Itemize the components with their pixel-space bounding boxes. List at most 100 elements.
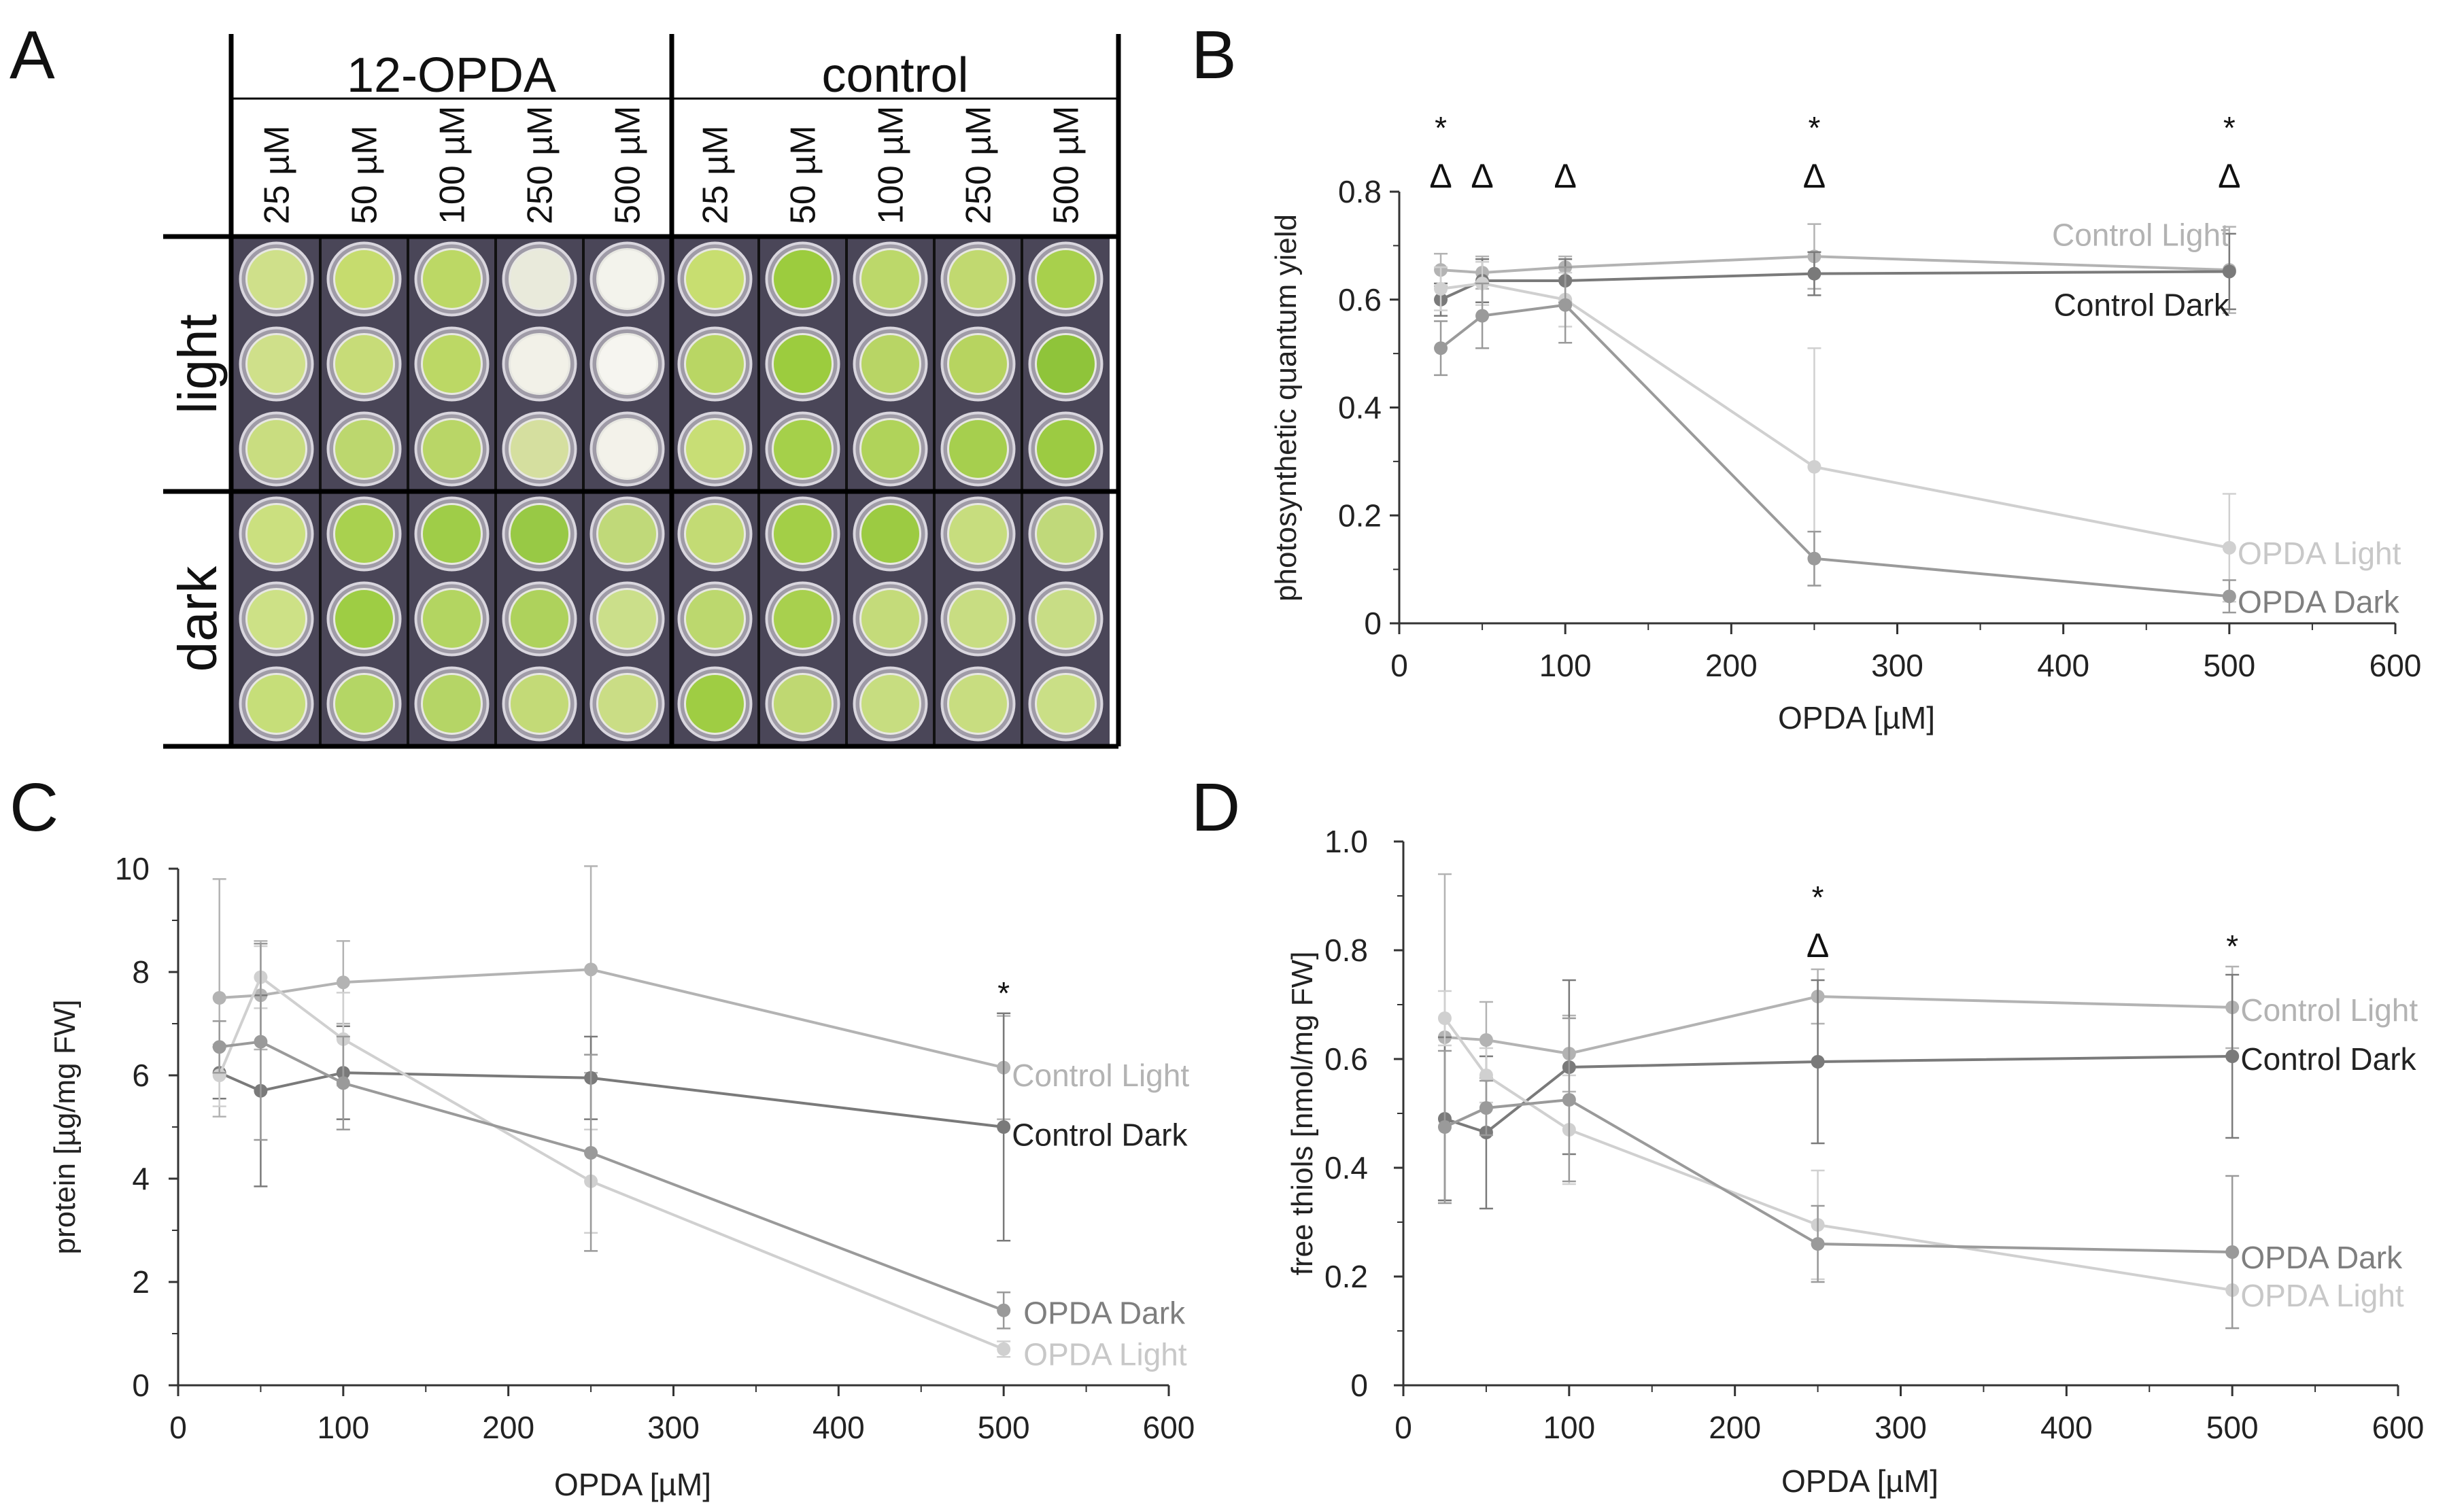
leaf-disc — [947, 503, 1009, 565]
panel-d-chart: 0 100 200 300 400 500 600 0 0.2 0.4 0.6 0.8 1.0 OPDA … — [1286, 824, 2424, 1499]
x-tick-label: 500 — [2206, 1410, 2259, 1445]
data-point — [212, 991, 226, 1005]
leaf-disc — [245, 418, 307, 480]
data-point — [2225, 1050, 2240, 1063]
leaf-disc — [684, 333, 746, 395]
legend-label-control-light: Control Light — [1012, 1058, 1189, 1093]
legend-label-control-light: Control Light — [2240, 992, 2418, 1028]
leaf-disc — [245, 673, 307, 735]
y-tick-label: 0 — [1364, 606, 1382, 641]
data-point — [1807, 551, 1821, 566]
x-axis-label: OPDA [µM] — [1778, 700, 1935, 735]
significance-asterisk: * — [1812, 880, 1824, 915]
data-point — [1434, 341, 1448, 355]
leaf-disc — [684, 248, 746, 310]
legend-label-opda-light: OPDA Light — [1023, 1336, 1187, 1372]
leaf-disc — [509, 503, 570, 565]
series-line — [218, 975, 1004, 1351]
concentration-label: 50 µM — [345, 125, 385, 224]
data-point — [1437, 1011, 1452, 1025]
concentration-label: 250 µM — [959, 106, 999, 224]
leaf-disc — [421, 248, 483, 310]
group-header-control: control — [821, 48, 968, 103]
significance-asterisk: * — [2223, 110, 2236, 145]
y-tick-label: 0.6 — [1324, 1041, 1368, 1077]
y-axis-label: protein [µg/mg FW] — [48, 999, 82, 1254]
leaf-disc — [245, 248, 307, 310]
legend-label-control-dark: Control Dark — [2054, 288, 2230, 323]
significance-asterisk: * — [1808, 110, 1820, 145]
significance-asterisk: * — [997, 975, 1010, 1011]
leaf-disc — [684, 673, 746, 735]
y-tick-label: 10 — [115, 851, 150, 886]
leaf-disc — [333, 503, 395, 565]
y-tick-label: 0.6 — [1338, 282, 1382, 317]
significance-delta: Δ — [1429, 157, 1452, 195]
concentration-label: 50 µM — [784, 125, 823, 224]
series-control-light — [1437, 873, 2240, 1202]
x-tick-label: 600 — [2369, 648, 2422, 683]
leaf-disc — [947, 588, 1009, 650]
y-tick-label: 0.2 — [1338, 498, 1382, 533]
leaf-disc — [245, 503, 307, 565]
panel-letter-a: A — [10, 17, 55, 93]
leaf-disc — [333, 333, 395, 395]
leaf-disc — [859, 673, 921, 735]
data-point — [1475, 309, 1490, 323]
legend-label-opda-light: OPDA Light — [2240, 1278, 2404, 1313]
x-tick-label: 600 — [2372, 1410, 2425, 1445]
data-point — [1811, 1055, 1825, 1069]
data-point — [1479, 1069, 1493, 1082]
concentration-label: 100 µM — [872, 106, 911, 224]
leaf-disc — [596, 333, 658, 395]
leaf-disc — [684, 503, 746, 565]
concentration-label: 250 µM — [521, 106, 560, 224]
row-label-light: light — [167, 314, 228, 414]
x-tick-label: 400 — [2040, 1410, 2093, 1445]
leaf-disc — [772, 673, 834, 735]
leaf-disc — [772, 588, 834, 650]
data-point — [1437, 1120, 1452, 1134]
x-tick-label: 300 — [1875, 1410, 1927, 1445]
leaf-disc — [859, 333, 921, 395]
y-tick-label: 6 — [132, 1058, 150, 1093]
x-axis-label: OPDA [µM] — [554, 1467, 711, 1502]
series-line — [1444, 994, 2233, 1056]
data-point — [336, 975, 350, 990]
legend-label-opda-dark: OPDA Dark — [2240, 1240, 2403, 1275]
legend-label-opda-light: OPDA Light — [2238, 536, 2401, 571]
x-tick-label: 600 — [1143, 1410, 1195, 1445]
data-point — [997, 1120, 1011, 1134]
leaf-disc — [1035, 248, 1097, 310]
significance-delta: Δ — [1807, 926, 1829, 965]
x-tick-label: 200 — [482, 1410, 534, 1445]
leaf-disc — [859, 503, 921, 565]
leaf-disc — [421, 588, 483, 650]
leaf-disc — [684, 588, 746, 650]
leaf-disc — [1035, 503, 1097, 565]
leaf-disc — [245, 333, 307, 395]
leaf-disc — [859, 588, 921, 650]
leaf-disc — [772, 503, 834, 565]
row-label-dark: dark — [167, 566, 228, 672]
leaf-disc — [509, 673, 570, 735]
legend-label-control-light: Control Light — [2052, 218, 2229, 253]
y-axis-label: photosynthetic quantum yield — [1269, 214, 1303, 602]
x-tick-label: 200 — [1705, 648, 1758, 683]
leaf-disc — [947, 248, 1009, 310]
leaf-disc — [859, 248, 921, 310]
group-header-12-opda: 12-OPDA — [347, 48, 556, 103]
significance-delta: Δ — [1554, 157, 1576, 195]
leaf-disc — [1035, 588, 1097, 650]
leaf-disc — [509, 588, 570, 650]
panel-c-chart: 0 100 200 300 400 500 600 0 2 4 6 8 10 OPDA [µM] prote… — [48, 851, 1195, 1502]
panel-b-chart: 0 100 200 300 400 500 600 0 0.2 0.4 0.6 0.8 OPDA [µM… — [1269, 110, 2421, 735]
legend-label-opda-dark: OPDA Dark — [2238, 584, 2400, 619]
legend-label-control-dark: Control Dark — [1012, 1117, 1188, 1152]
data-point — [2222, 540, 2236, 555]
y-tick-label: 2 — [132, 1264, 150, 1300]
data-point — [584, 1146, 598, 1160]
x-tick-label: 300 — [647, 1410, 700, 1445]
y-tick-label: 0 — [1350, 1368, 1368, 1403]
